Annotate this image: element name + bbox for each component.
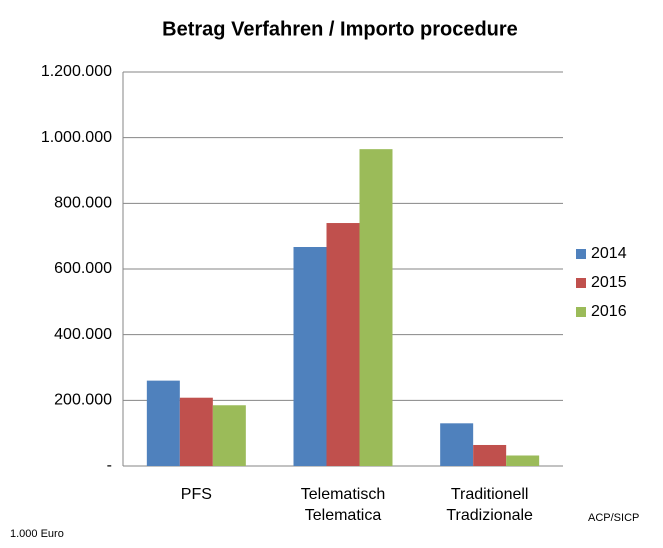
bar <box>146 380 180 466</box>
chart-title: Betrag Verfahren / Importo procedure <box>162 18 518 40</box>
bar <box>293 247 327 466</box>
x-tick-label: Traditionell Tradizionale <box>446 486 533 524</box>
bar <box>473 444 507 466</box>
bar <box>212 405 246 466</box>
y-tick-label: 1.000.000 <box>41 129 112 146</box>
legend-swatch <box>576 249 586 259</box>
legend-swatch <box>576 307 586 317</box>
y-tick-label: 400.000 <box>54 326 112 343</box>
unit-note: 1.000 Euro <box>10 528 64 540</box>
y-tick-label: 800.000 <box>54 195 112 212</box>
legend-swatch <box>576 278 586 288</box>
x-tick-label: PFS <box>180 486 212 503</box>
y-tick-label: 200.000 <box>54 392 112 409</box>
x-tick-label: Telematisch Telematica <box>300 486 386 524</box>
y-tick-label: 1.200.000 <box>41 63 112 80</box>
y-tick-label: 600.000 <box>54 260 112 277</box>
y-tick-label: - <box>107 457 112 474</box>
legend-label: 2015 <box>591 274 627 291</box>
bar <box>179 397 213 466</box>
legend-label: 2014 <box>591 245 627 262</box>
bar <box>359 149 393 467</box>
bar <box>326 223 360 466</box>
source-note: ACP/SICP <box>588 512 640 524</box>
bar <box>506 455 540 466</box>
bar <box>440 423 474 466</box>
legend-label: 2016 <box>591 303 627 320</box>
